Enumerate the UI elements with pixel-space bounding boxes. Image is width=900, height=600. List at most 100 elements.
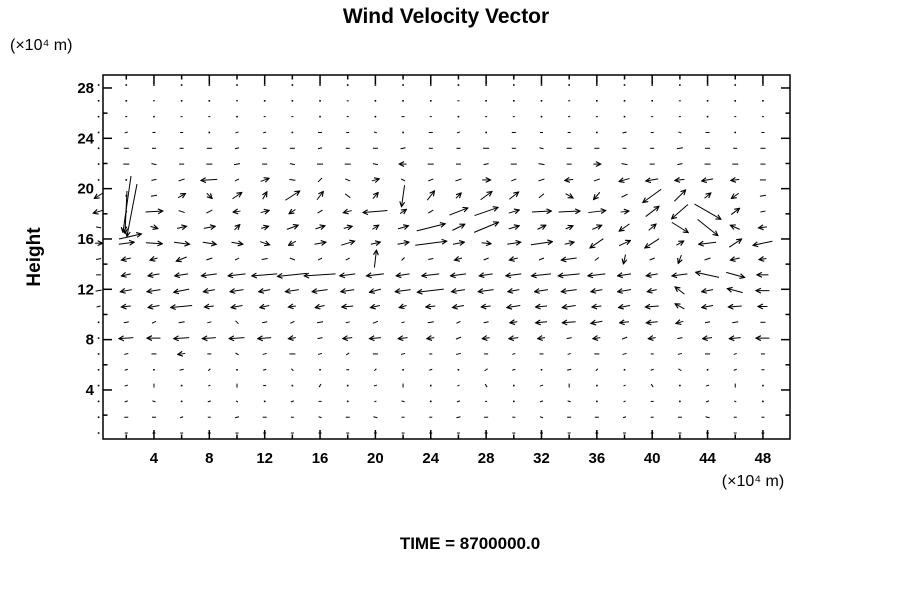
vector-dash [124, 352, 129, 355]
vector-dash [234, 178, 240, 182]
vector-dash [538, 193, 545, 199]
vector-arrow [341, 290, 355, 292]
vector-arrow [536, 322, 548, 323]
vector-dash [373, 131, 378, 134]
vector-dash [704, 257, 711, 261]
grid-dot [97, 163, 100, 165]
grid-dot [97, 368, 100, 371]
vector-arrow [588, 211, 605, 213]
x-tick-label: 4 [150, 450, 159, 467]
vector-arrow [699, 242, 717, 244]
vector-dash [373, 384, 378, 387]
grid-dot [734, 131, 737, 134]
vector-arrow [563, 305, 576, 307]
vector-arrow [234, 211, 241, 212]
grid-dot [596, 400, 598, 403]
vector-dash [401, 321, 405, 324]
vector-dash [235, 131, 239, 134]
vector-dash [677, 352, 683, 355]
x-tick-label: 36 [588, 450, 605, 467]
vector-arrow [94, 210, 104, 213]
grid-dot [623, 100, 626, 102]
x-tick-label: 32 [533, 450, 550, 467]
vector-arrow [370, 242, 380, 244]
vector-arrow [565, 179, 574, 180]
vector-arrow [620, 223, 630, 231]
grid-dot [291, 384, 294, 387]
vector-dash [621, 336, 628, 340]
vector-arrow [537, 225, 545, 229]
vector-dash [677, 163, 683, 166]
vector-arrow [731, 258, 740, 260]
vector-dash [152, 400, 156, 403]
vector-dash [539, 384, 544, 387]
x-tick-label: 24 [422, 450, 439, 467]
vector-arrow [620, 178, 630, 181]
vector-arrow [343, 338, 353, 339]
vector-arrow [400, 305, 407, 307]
vector-arrow [370, 338, 381, 339]
grid-dot [346, 84, 349, 86]
vector-arrow [558, 211, 580, 212]
y-tick-label: 20 [77, 181, 94, 198]
vector-arrow [508, 226, 519, 229]
grid-dot [402, 368, 404, 371]
grid-dot [291, 100, 294, 102]
vector-arrow [416, 224, 445, 232]
vector-dash [291, 368, 294, 372]
vector-arrow [535, 290, 549, 292]
vector-dash [733, 352, 737, 355]
grid-dot [706, 84, 709, 86]
plot-border [102, 74, 791, 440]
x-tick-label: 20 [367, 450, 384, 467]
vector-arrow [675, 287, 685, 295]
vector-dash [317, 257, 323, 261]
grid-dot [679, 400, 681, 403]
vector-arrow [206, 192, 212, 198]
grid-dot [513, 84, 515, 86]
vector-arrow [340, 274, 356, 276]
vector-dash [401, 257, 405, 261]
vector-arrow [510, 258, 518, 260]
vector-dash [96, 258, 102, 261]
vector-arrow [672, 204, 689, 219]
vector-arrow [204, 290, 215, 292]
x-axis-unit-label: (×10⁴ m) [722, 473, 784, 490]
vector-arrow [258, 338, 272, 339]
vector-arrow [702, 179, 714, 181]
vector-arrow [231, 242, 243, 244]
grid-dot [319, 100, 321, 102]
vector-dash [483, 321, 489, 324]
grid-dot [651, 84, 653, 86]
y-tick-label: 8 [86, 332, 94, 349]
grid-dot [457, 84, 460, 86]
grid-dot [513, 100, 515, 102]
vector-dash [372, 320, 379, 324]
grid-dot [762, 384, 764, 387]
vector-arrow [289, 306, 296, 307]
vector-arrow [370, 289, 382, 292]
vector-arrow [473, 222, 498, 233]
grid-dot [596, 100, 598, 102]
vector-dash [316, 321, 324, 324]
vector-dash [151, 320, 157, 324]
vector-arrow [171, 305, 193, 307]
vector-arrow [480, 274, 493, 276]
vector-dash [261, 258, 268, 261]
vector-arrow [452, 242, 464, 244]
y-axis-tick-labels: 4 8 12 16 20 24 28 [77, 80, 94, 399]
vector-arrow [201, 179, 218, 180]
grid-dot [208, 84, 211, 86]
grid-dot [97, 384, 100, 387]
vector-arrow [316, 305, 325, 307]
grid-dot [97, 84, 100, 86]
vector-arrow [396, 290, 411, 292]
vector-arrow-large [127, 183, 138, 236]
vector-dash [732, 321, 739, 324]
grid-dot [429, 84, 432, 86]
grid-dot [485, 100, 487, 102]
vector-arrow [731, 179, 740, 180]
grid-dot [97, 115, 100, 118]
vector-dash [566, 337, 572, 340]
